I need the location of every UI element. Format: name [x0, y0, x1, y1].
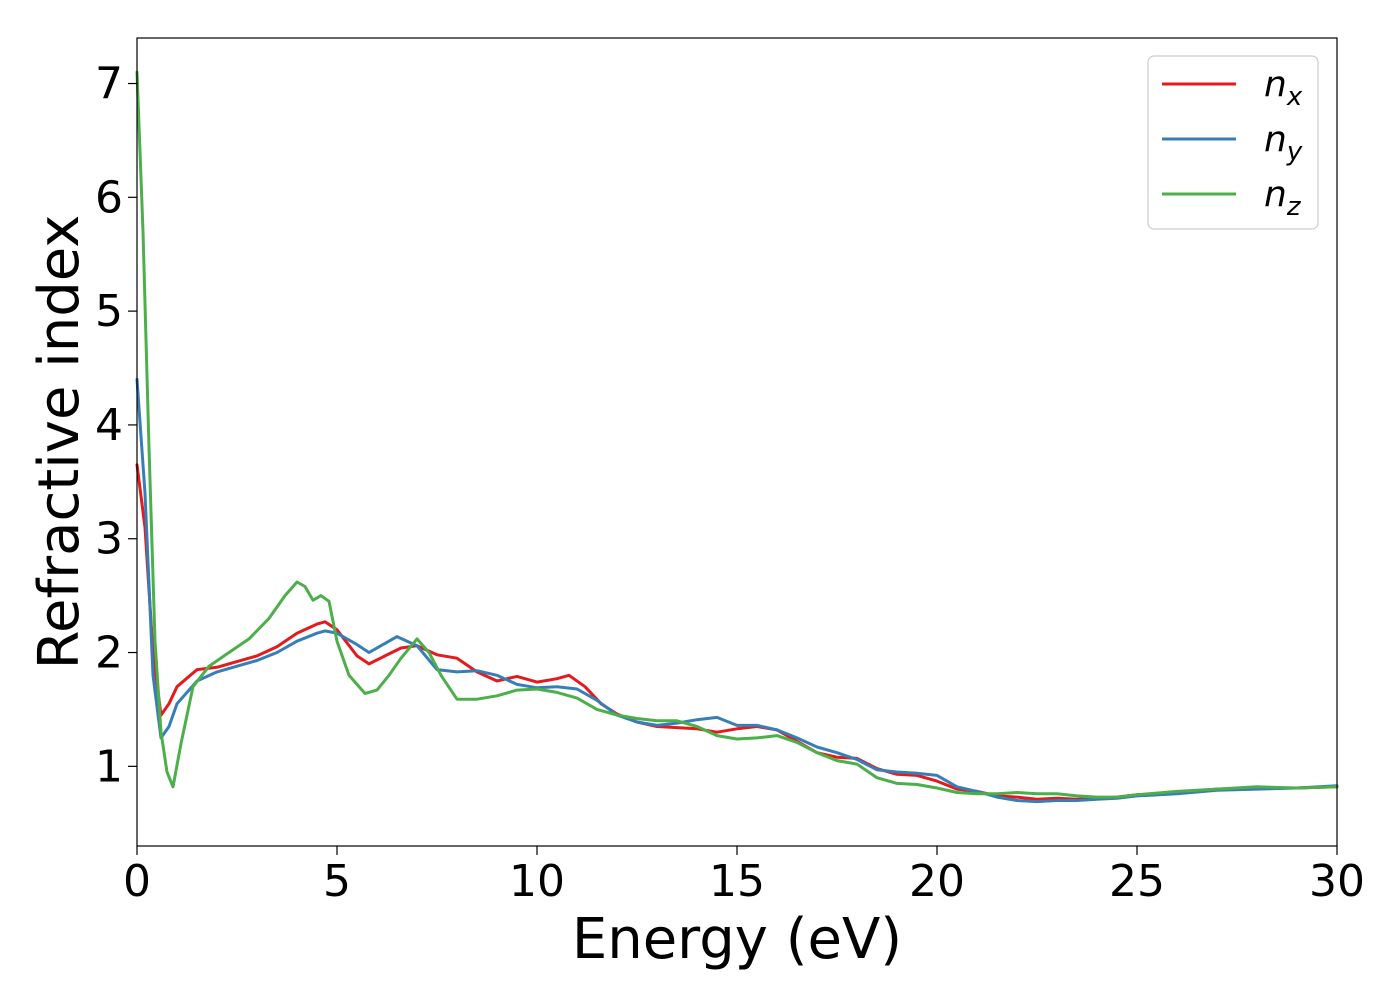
plot-lines: [135, 70, 1339, 804]
legend-subscript: z: [1286, 192, 1302, 222]
y-tick-label: 1: [95, 741, 123, 792]
x-axis-label: Energy (eV): [572, 907, 902, 972]
y-axis-ticks: 1 2 3 4 5 6 7: [95, 59, 137, 792]
y-axis-label: Refractive index: [27, 215, 92, 670]
x-tick-label: 25: [1109, 856, 1165, 907]
legend-box: [1147, 55, 1319, 230]
y-tick-label: 7: [95, 59, 123, 110]
x-tick-label: 30: [1309, 856, 1365, 907]
y-tick-label: 4: [95, 400, 123, 451]
x-axis-ticks: 0 5 10 15 20 25 30: [123, 846, 1365, 907]
legend-subscript: y: [1286, 137, 1303, 167]
y-tick-label: 3: [95, 514, 123, 565]
x-tick-label: 15: [709, 856, 765, 907]
y-tick-label: 5: [95, 286, 123, 337]
y-tick-label: 2: [95, 628, 123, 679]
x-tick-label: 10: [509, 856, 565, 907]
y-tick-label: 6: [95, 172, 123, 223]
x-tick-label: 20: [909, 856, 965, 907]
series-line-z: [135, 70, 1339, 799]
legend-subscript: x: [1286, 82, 1303, 112]
series-line-y: [135, 377, 1339, 804]
x-tick-label: 0: [123, 856, 151, 907]
x-tick-label: 5: [323, 856, 351, 907]
